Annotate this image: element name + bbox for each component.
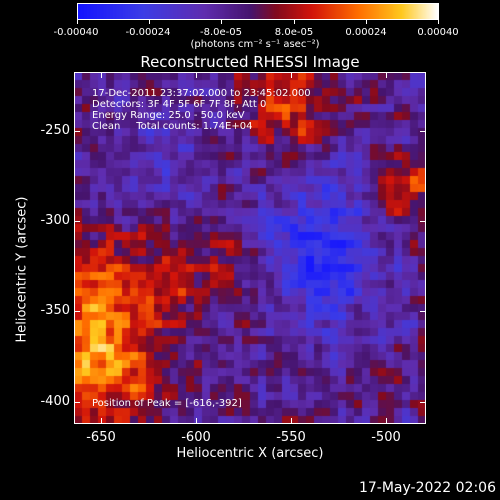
annotation-total-counts: Clean Total counts: 1.74E+04 xyxy=(92,121,253,132)
y-tick-label: -400 xyxy=(40,394,70,409)
colorbar-tick-label: -0.00040 xyxy=(53,27,99,38)
rhessi-image: 17-Dec-2011 23:37:02.000 to 23:45:02.000… xyxy=(74,72,426,424)
x-tick-label: -550 xyxy=(276,430,306,445)
y-tick-label: -250 xyxy=(40,123,70,138)
colorbar-ticks xyxy=(77,20,439,24)
y-tick-label: -300 xyxy=(40,213,70,228)
x-axis-label: Heliocentric X (arcsec) xyxy=(176,446,324,461)
x-tick-label: -600 xyxy=(181,430,211,445)
x-tick-label: -650 xyxy=(86,430,116,445)
colorbar-tick-label: -8.0e-05 xyxy=(200,27,242,38)
x-tick-label: -500 xyxy=(371,430,401,445)
timestamp: 17-May-2022 02:06 xyxy=(358,480,496,496)
y-tick-label: -350 xyxy=(40,303,70,318)
colorbar-units: (photons cm⁻² s⁻¹ asec⁻²) xyxy=(190,39,320,50)
heatmap-canvas xyxy=(74,72,426,424)
plot-title: Reconstructed RHESSI Image xyxy=(140,53,360,71)
colorbar-tick-label: 8.0e-05 xyxy=(274,27,314,38)
plot-frame xyxy=(74,72,426,424)
y-axis-label: Heliocentric Y (arcsec) xyxy=(14,196,30,343)
colorbar-tick-label: 0.00040 xyxy=(417,27,459,38)
colorbar-tick-label: -0.00024 xyxy=(125,27,171,38)
annotation-detectors: Detectors: 3F 4F 5F 6F 7F 8F, Att 0 xyxy=(92,99,267,110)
annotation-time-range: 17-Dec-2011 23:37:02.000 to 23:45:02.000 xyxy=(92,88,311,99)
colorbar-tick-label: 0.00024 xyxy=(345,27,387,38)
annotation-energy-range: Energy Range: 25.0 - 50.0 keV xyxy=(92,110,245,121)
colorbar xyxy=(77,3,439,20)
annotation-peak-position: Position of Peak = [-616,-392] xyxy=(92,398,242,409)
